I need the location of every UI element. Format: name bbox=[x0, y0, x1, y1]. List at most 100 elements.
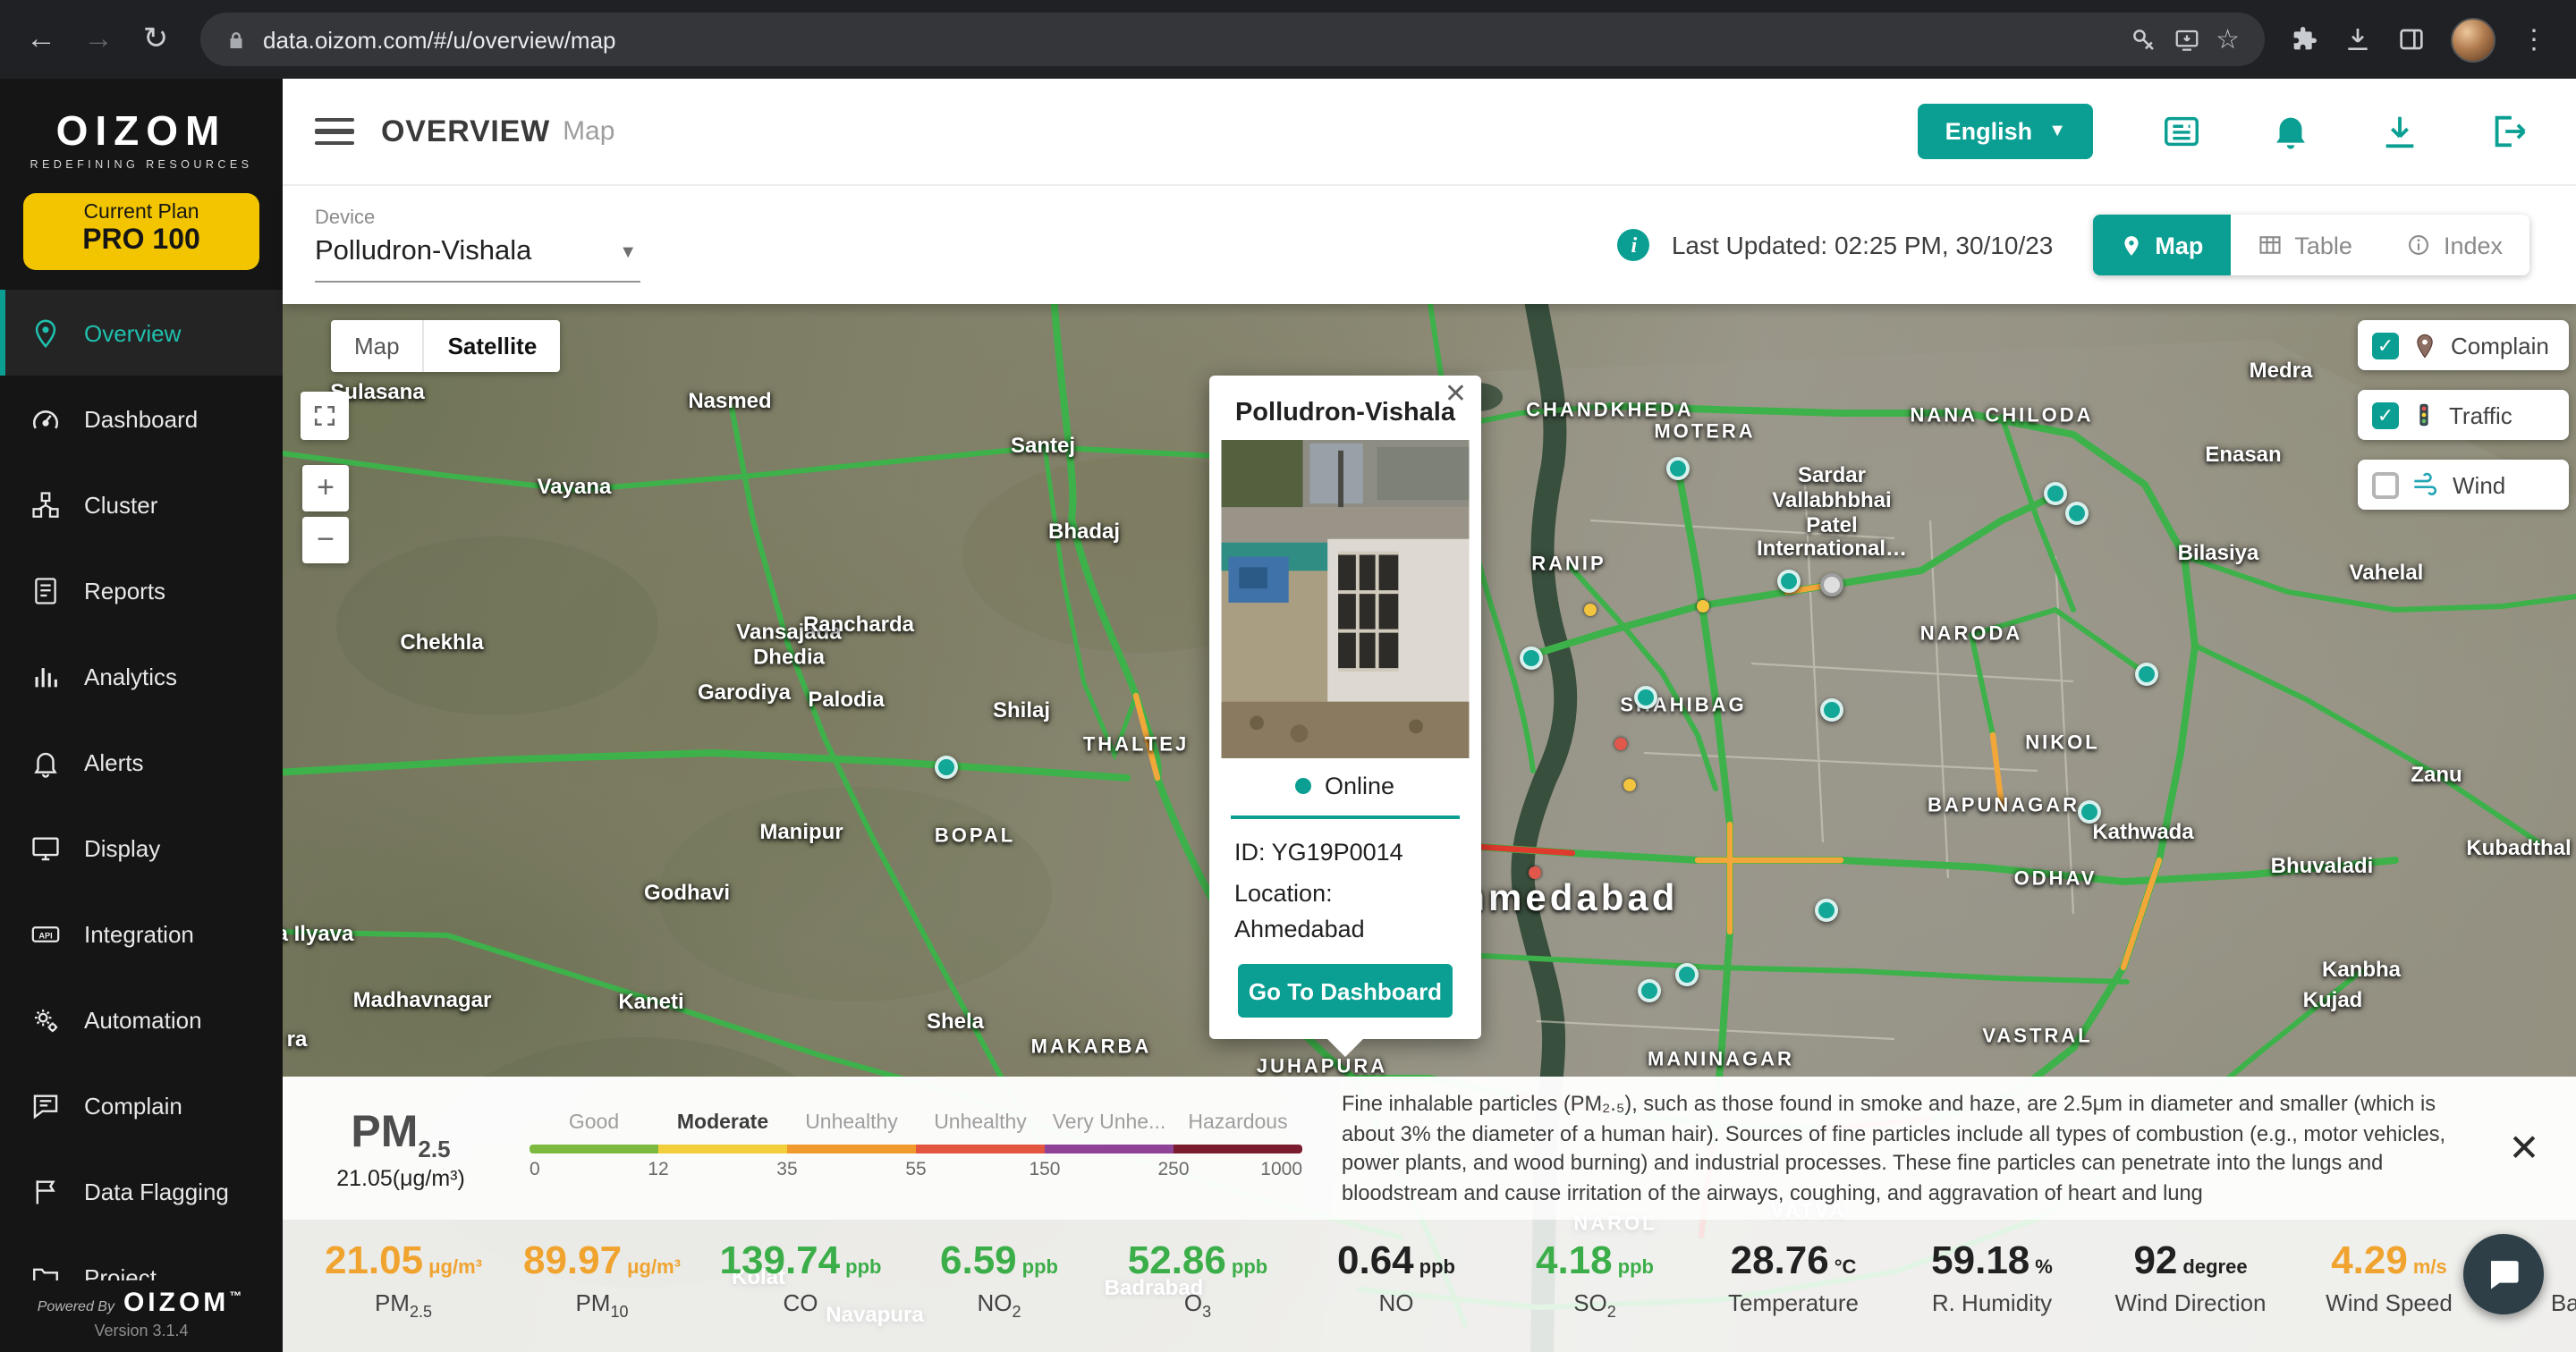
view-button-table[interactable]: Table bbox=[2230, 215, 2379, 275]
svg-text:API: API bbox=[38, 931, 52, 940]
aqi-scale-labels: GoodModerateUnhealthyUnhealthyVery Unhe.… bbox=[530, 1112, 1302, 1134]
metric-name: Wind Speed bbox=[2290, 1289, 2488, 1316]
view-button-map[interactable]: Map bbox=[2092, 215, 2230, 275]
device-select[interactable]: Device Polludron-Vishala ▼ bbox=[315, 207, 640, 283]
device-location-value: Ahmedabad bbox=[1234, 915, 1365, 942]
go-to-dashboard-button[interactable]: Go To Dashboard bbox=[1238, 964, 1453, 1018]
aqi-pollutant-block: PM2.5 21.05(μg/m³) bbox=[301, 1106, 501, 1190]
map-type-map[interactable]: Map bbox=[331, 320, 423, 372]
traffic-signal-dot bbox=[1697, 600, 1709, 613]
map-type-control: Map Satellite bbox=[331, 320, 560, 372]
sidebar-item-data-flagging[interactable]: Data Flagging bbox=[0, 1148, 283, 1234]
layer-toggle-complain[interactable]: ✓Complain bbox=[2358, 320, 2569, 370]
checkbox-wind[interactable] bbox=[2372, 471, 2399, 498]
station-marker[interactable] bbox=[2078, 800, 2101, 824]
station-marker[interactable] bbox=[1666, 457, 1690, 480]
metric-value: 92degree bbox=[2091, 1238, 2290, 1284]
downloads-icon[interactable] bbox=[2343, 25, 2372, 54]
page-subtitle: Map bbox=[563, 116, 614, 147]
sidebar: OIZOM REDEFINING RESOURCES Current Plan … bbox=[0, 79, 283, 1352]
sidebar-item-integration[interactable]: APIIntegration bbox=[0, 891, 283, 976]
browser-reload-button[interactable]: ↻ bbox=[129, 13, 182, 66]
metric-value: 0.64ppb bbox=[1297, 1238, 1496, 1284]
map-canvas[interactable]: Map Satellite + − ✓Complain ✓Traffic Wind … bbox=[283, 304, 2576, 1352]
fullscreen-button[interactable] bbox=[301, 392, 349, 440]
gear-icon bbox=[29, 1004, 63, 1035]
sidebar-item-label: Automation bbox=[84, 1006, 202, 1033]
sidebar-item-alerts[interactable]: Alerts bbox=[0, 719, 283, 805]
station-marker[interactable] bbox=[1820, 573, 1843, 596]
feedback-icon bbox=[29, 1090, 63, 1120]
oizom-logo: OIZOM REDEFINING RESOURCES bbox=[0, 79, 283, 172]
aqi-close-icon[interactable]: ✕ bbox=[2494, 1126, 2555, 1170]
browser-menu-icon[interactable]: ⋮ bbox=[2521, 23, 2547, 55]
view-button-index[interactable]: Index bbox=[2379, 215, 2529, 275]
station-marker[interactable] bbox=[2135, 663, 2158, 686]
station-marker[interactable] bbox=[2065, 502, 2089, 525]
sidebar-item-display[interactable]: Display bbox=[0, 805, 283, 891]
aqi-scale-ticks: 01235551502501000 bbox=[530, 1159, 1302, 1184]
station-marker[interactable] bbox=[1638, 979, 1661, 1002]
bookmark-star-icon[interactable]: ☆ bbox=[2216, 26, 2240, 53]
view-toggle-group: Map Table Index bbox=[2092, 215, 2529, 275]
device-select-label: Device bbox=[315, 207, 640, 229]
checkbox-traffic[interactable]: ✓ bbox=[2372, 401, 2399, 428]
install-app-icon[interactable] bbox=[2173, 26, 2199, 53]
address-bar[interactable]: data.oizom.com/#/u/overview/map ☆ bbox=[200, 13, 2265, 66]
station-marker[interactable] bbox=[1675, 963, 1699, 986]
sidebar-item-complain[interactable]: Complain bbox=[0, 1062, 283, 1148]
browser-back-button[interactable]: ← bbox=[14, 13, 68, 66]
station-marker[interactable] bbox=[1820, 698, 1843, 722]
station-marker[interactable] bbox=[1815, 899, 1838, 922]
sidebar-item-cluster[interactable]: Cluster bbox=[0, 461, 283, 547]
sidebar-item-dashboard[interactable]: Dashboard bbox=[0, 376, 283, 461]
metric-value: 21.05μg/m³ bbox=[304, 1238, 503, 1284]
sidebar-item-automation[interactable]: Automation bbox=[0, 976, 283, 1062]
divider bbox=[1231, 815, 1460, 818]
station-marker[interactable] bbox=[1777, 570, 1801, 593]
zoom-out-button[interactable]: − bbox=[302, 517, 349, 563]
sidebar-item-analytics[interactable]: Analytics bbox=[0, 633, 283, 719]
station-marker[interactable] bbox=[2044, 482, 2067, 505]
metric-value: 28.76°C bbox=[1694, 1238, 1893, 1284]
zoom-in-button[interactable]: + bbox=[302, 465, 349, 511]
logout-icon[interactable] bbox=[2488, 111, 2529, 152]
pollutant-description: Fine inhalable particles (PM₂.₅), such a… bbox=[1342, 1089, 2494, 1207]
layer-toggle-traffic[interactable]: ✓Traffic bbox=[2358, 390, 2569, 440]
checkbox-complain[interactable]: ✓ bbox=[2372, 332, 2399, 359]
sidebar-item-label: Complain bbox=[84, 1092, 182, 1119]
layer-toggle-wind[interactable]: Wind bbox=[2358, 460, 2569, 510]
metric-value: 89.97μg/m³ bbox=[503, 1238, 701, 1284]
sidebar-item-reports[interactable]: Reports bbox=[0, 547, 283, 633]
download-icon[interactable] bbox=[2379, 111, 2420, 152]
side-panel-icon[interactable] bbox=[2397, 25, 2426, 54]
sidebar-item-label: Overview bbox=[84, 319, 181, 346]
station-marker[interactable] bbox=[1520, 646, 1543, 670]
info-icon[interactable]: i bbox=[1618, 229, 1650, 261]
station-marker[interactable] bbox=[1634, 686, 1657, 709]
language-selector[interactable]: English ▼ bbox=[1919, 104, 2093, 159]
url-text[interactable]: data.oizom.com/#/u/overview/map bbox=[263, 26, 2114, 53]
chart-icon bbox=[29, 661, 63, 691]
metric-value: 59.18% bbox=[1893, 1238, 2091, 1284]
extensions-puzzle-icon[interactable] bbox=[2290, 25, 2318, 54]
sidebar-item-overview[interactable]: Overview bbox=[0, 290, 283, 376]
popup-close-icon[interactable]: ✕ bbox=[1445, 381, 1467, 408]
top-header: OVERVIEW Map English ▼ bbox=[283, 79, 2576, 186]
chevron-down-icon: ▼ bbox=[2048, 122, 2066, 141]
sidebar-item-label: Display bbox=[84, 834, 160, 861]
sidebar-menu: Overview DashboardCluster Reports Analytics… bbox=[0, 290, 283, 1320]
browser-forward-button[interactable]: → bbox=[72, 13, 125, 66]
report-news-icon[interactable] bbox=[2161, 111, 2202, 152]
sidebar-item-label: Reports bbox=[84, 577, 165, 604]
chat-fab-button[interactable] bbox=[2463, 1234, 2544, 1314]
station-marker[interactable] bbox=[935, 756, 958, 779]
metric-value: 6.59ppb bbox=[900, 1238, 1098, 1284]
notifications-bell-icon[interactable] bbox=[2270, 111, 2311, 152]
password-key-icon[interactable] bbox=[2130, 26, 2157, 53]
map-type-satellite[interactable]: Satellite bbox=[423, 320, 561, 372]
hamburger-menu-icon[interactable] bbox=[315, 118, 354, 146]
aqi-scale-label: Hazardous bbox=[1174, 1112, 1302, 1134]
metric-wind-speed: 4.29m/sWind Speed bbox=[2290, 1238, 2488, 1352]
profile-avatar[interactable] bbox=[2451, 17, 2496, 62]
